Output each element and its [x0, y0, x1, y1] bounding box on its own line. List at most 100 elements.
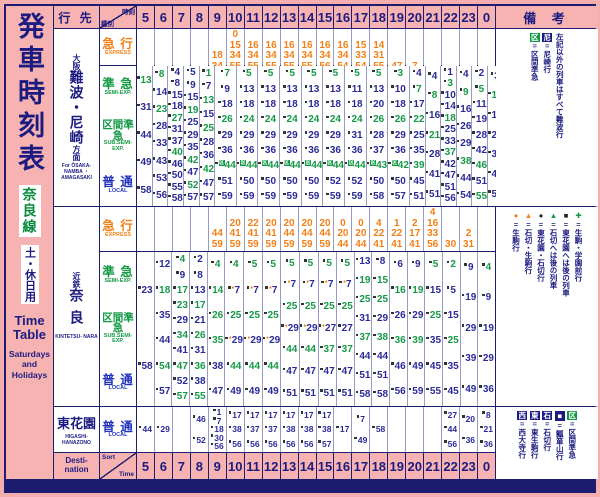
minute-value: 区42 [388, 160, 409, 172]
minute-value: 17 [283, 411, 295, 420]
minute-value: 47 [338, 367, 353, 378]
namba-local-hour-17: 5 13 20 26 28 37 区43 50 58 [366, 66, 388, 206]
minute-value: 44 [356, 352, 370, 363]
minute-value: 59 [319, 238, 331, 250]
minute-value: 44 [156, 336, 170, 347]
minute-value: 10 [441, 90, 456, 102]
minute-value: 16 [319, 39, 331, 51]
footer-hour-9: 9 [208, 453, 226, 479]
minute-value: 区44 [302, 160, 322, 172]
nara-express-hour-23: 2 31 [460, 207, 478, 251]
minute-value: 24 [305, 115, 319, 126]
minute-value: 23 [173, 300, 188, 312]
namba-local-hour-22: 4 9 16 26 29 38 44 54 [456, 66, 472, 206]
minute-value: 25 [227, 311, 241, 322]
minute-value: 44 [319, 228, 331, 239]
minute-value: 28 [370, 130, 384, 142]
type-label-express-nara: 急 行 EXPRESS [100, 207, 136, 251]
minute-value: 17 [409, 228, 421, 239]
subsemi-badge: 区 [348, 160, 355, 167]
nara-express-hour-20: 2 17 41 [406, 207, 424, 251]
minute-value: 46 [193, 414, 205, 424]
train-badge: ● [303, 322, 307, 329]
type-label-express-namba: 急 行 EXPRESS [100, 29, 136, 65]
minute-value: 18 [441, 113, 456, 125]
minute-value: 38 [283, 425, 295, 434]
minute-value: 34 [229, 50, 241, 61]
minute-value: 25 [356, 295, 370, 306]
remark-line: 尼=尼崎行 [542, 33, 553, 73]
remarks-nara: ✚=生駒・学園前行 ■=東花園へは後の列車 ▲=石切へは後の列車 ●=東花園・石切行 ▲… [496, 207, 598, 406]
minute-value: 17 [301, 411, 313, 420]
minute-value: 29 [305, 130, 319, 142]
minute-value: 16 [337, 39, 349, 51]
namba-express-hour-5 [137, 29, 154, 73]
minute-value: 19 [462, 293, 476, 304]
minute-value: 49 [137, 158, 152, 169]
minute-value: 5 [267, 260, 276, 271]
remark-line: ●=生駒行 [511, 211, 521, 252]
train-badge: ● [231, 284, 235, 291]
minute-value: 41 [229, 228, 241, 239]
minute-value: 44 [283, 228, 295, 239]
namba-local-hour-15: 5 13 18 24 29 36 区44 52 59 [323, 66, 344, 206]
minute-value: 54 [457, 191, 471, 202]
minute-value: 19 [356, 276, 370, 287]
minute-value: 44 [301, 228, 313, 239]
footer-hour-12: 12 [262, 453, 280, 479]
nara-local-hour-20: 9 19 29 39 49 59 [407, 252, 425, 406]
minute-value: 18 [261, 100, 276, 111]
minute-value: 29 [462, 323, 476, 335]
minute-value: 36 [200, 151, 214, 162]
minute-value: 36 [326, 146, 341, 157]
minute-value: 29 [218, 130, 233, 142]
minute-value: 2 [411, 217, 418, 229]
minute-value: 12 [156, 260, 170, 271]
minute-value: 39 [410, 161, 424, 172]
minute-value: 26 [191, 331, 205, 342]
minute-value: 38 [318, 425, 331, 434]
minute-value: 52 [193, 436, 205, 445]
header-hour-0: 0 [478, 6, 495, 28]
minute-value: 58 [168, 193, 183, 205]
nara-local-hour-12: 5 ●7 25 ●29 44 49 [262, 252, 281, 406]
minute-value: 44 [137, 130, 152, 142]
minute-value: 1 [213, 408, 222, 417]
minute-value: 57 [156, 387, 170, 398]
namba-local-hour-12: 5 13 18 24 29 36 区44 50 59 [258, 66, 280, 206]
minute-value: 29 [409, 311, 423, 322]
minute-value: 55 [472, 192, 487, 203]
footer-hour-22: 22 [442, 453, 460, 479]
minute-value: 36 [305, 146, 319, 157]
nara-local-times: 23 58 12 18 35 44 54 57 4 9 17 23 29 34 41 47 52 57 2 8 13 17… [137, 252, 495, 406]
namba-local-hour-23: 2 5 11 19 28 42 46 51 55 [472, 66, 488, 206]
minute-value: 16 [427, 217, 439, 229]
namba-local-times: 13 31 44 49 58 8 14 23 28 33 43 53 56 4 8 15 18 27 31 37 40 4… [137, 66, 503, 206]
minute-value: 22 [410, 115, 424, 126]
minute-value: 13 [240, 84, 254, 96]
minute-value: 0 [358, 217, 364, 229]
minute-value: 13 [305, 84, 319, 96]
minute-value: 44 [211, 228, 223, 239]
title-english: Time Table [13, 313, 46, 342]
minute-value: 57 [184, 193, 198, 204]
higashi-local-hour-0: 8 21 36 [478, 407, 495, 452]
namba-express-times: 1834015345516345516345516345516345516345… [137, 29, 495, 73]
destination-higashihanazono: 東花園 HIGASHI- HANAZONO [54, 407, 99, 452]
remarks-higashi: 区=区間準急 ■=瓢箪山行 石=石切行 東=東生駒行 西=西大寺行 [496, 407, 598, 479]
minute-value: 30 [211, 434, 223, 443]
minute-value: 23 [138, 285, 153, 297]
minute-value: 8 [155, 70, 165, 81]
minute-value: 2 [465, 228, 472, 239]
minute-value: 区44 [323, 160, 344, 172]
minute-value: 30 [445, 238, 457, 250]
subsemi-badge: 区 [283, 160, 290, 167]
minute-value: 20 [229, 217, 241, 229]
minute-value: 2 [475, 69, 485, 80]
minute-value: 1 [444, 67, 453, 79]
minute-value: 51 [301, 388, 316, 400]
remark-line: 区=区間準急 [529, 33, 540, 81]
subsemi-badge: 区 [370, 160, 377, 167]
minute-value: 14 [209, 285, 223, 297]
minute-value: 36 [261, 146, 276, 157]
